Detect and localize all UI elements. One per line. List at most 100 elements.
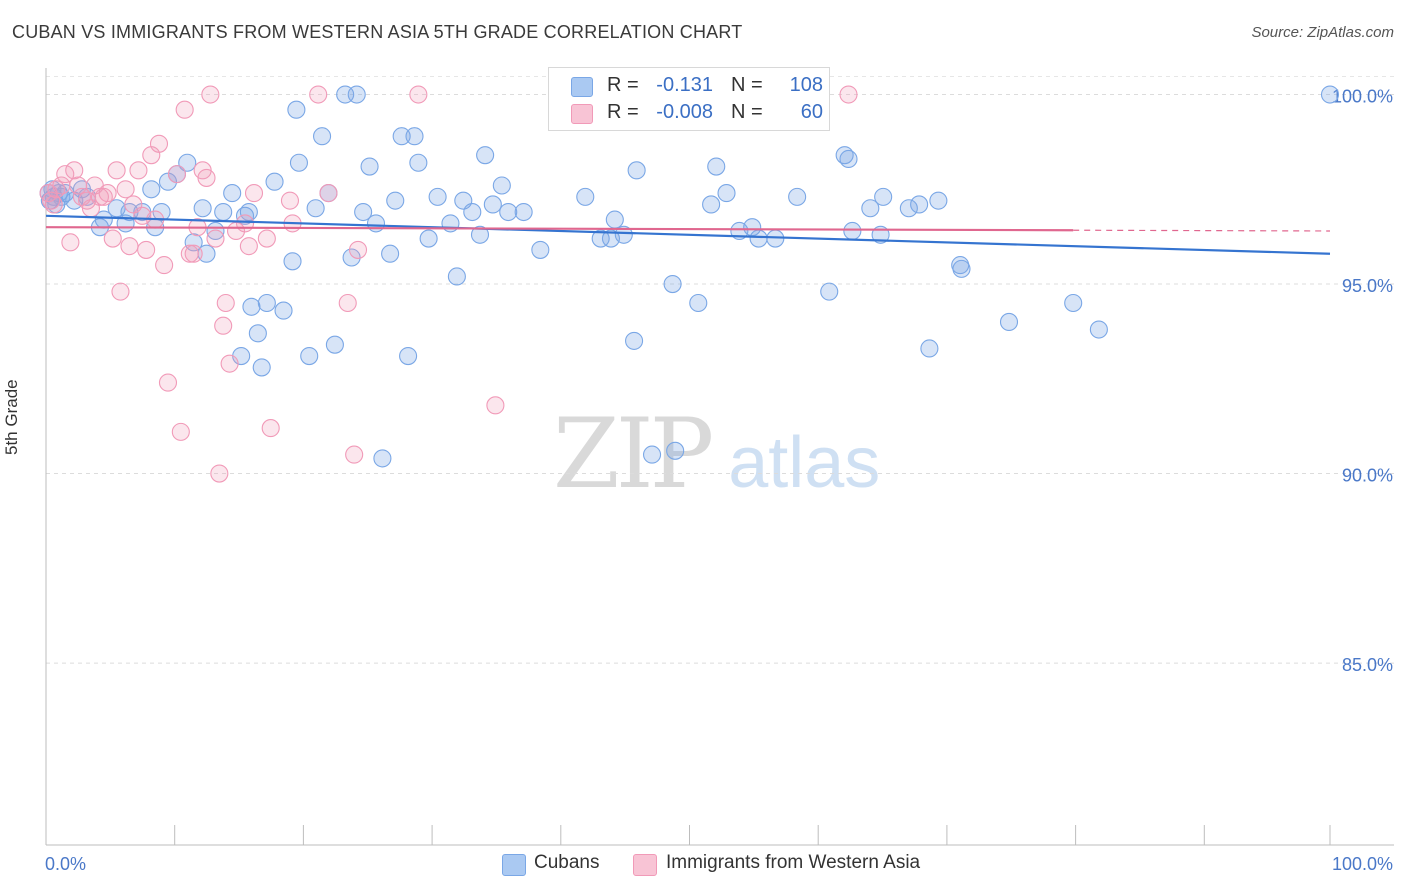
western-asia-point	[180, 244, 199, 263]
western-asia-point	[257, 229, 276, 248]
chart-title: CUBAN VS IMMIGRANTS FROM WESTERN ASIA 5T…	[12, 22, 743, 42]
cubans-point	[313, 127, 332, 146]
cubans-point	[483, 195, 502, 214]
cubans-point	[910, 195, 929, 214]
western-asia-point	[220, 354, 239, 373]
cubans-point	[492, 176, 511, 195]
cubans-point	[373, 449, 392, 468]
western-asia-point	[839, 85, 858, 104]
cubans-point	[702, 195, 721, 214]
western-asia-point	[486, 396, 505, 415]
western-asia-point	[261, 419, 280, 438]
western-asia-point	[155, 256, 174, 275]
cubans-point	[248, 324, 267, 343]
western-asia-point	[197, 168, 216, 187]
cubans-point	[861, 199, 880, 218]
western-asia-point	[239, 237, 258, 256]
cubans-point	[409, 153, 428, 172]
cubans-point	[242, 297, 261, 316]
western-asia-point	[44, 195, 63, 214]
cubans-point	[252, 358, 271, 377]
legend-label-western-asia: Immigrants from Western Asia	[666, 852, 921, 873]
cubans-point	[287, 100, 306, 119]
cubans-point	[899, 199, 918, 218]
n-value: 60	[800, 101, 823, 123]
legend-swatch-cubans	[502, 854, 526, 876]
cubans-point	[392, 127, 411, 146]
western-asia-point	[111, 282, 130, 301]
cubans-point	[283, 252, 302, 271]
cubans-point	[952, 259, 971, 278]
r-label: R =	[607, 74, 639, 96]
r-value: -0.008	[656, 101, 713, 123]
western-asia-point	[348, 240, 368, 259]
stats-legend: R = -0.131 N = 108 R = -0.008 N = 60	[548, 67, 830, 131]
cubans-point	[476, 146, 495, 165]
cubans-point	[514, 202, 533, 222]
source-label: Source: ZipAtlas.com	[1251, 24, 1394, 41]
cubans-point	[707, 157, 726, 176]
western-asia-point	[137, 240, 156, 259]
western-asia-point	[56, 165, 75, 184]
western-asia-point	[210, 464, 229, 483]
western-asia-point	[158, 373, 178, 392]
legend-swatch-western-asia	[633, 854, 657, 876]
western-asia-point	[409, 85, 428, 104]
cubans-point	[788, 187, 807, 206]
y-tick-label: 90.0%	[1342, 466, 1393, 486]
cubans-point	[663, 274, 682, 294]
cubans-point	[289, 153, 308, 172]
cubans-point	[274, 301, 293, 320]
cubans-point	[178, 153, 197, 172]
cubans-point	[325, 335, 344, 354]
y-tick-label: 85.0%	[1342, 655, 1393, 675]
cubans-swatch	[571, 77, 593, 97]
cubans-point	[625, 331, 644, 350]
cubans-point	[1089, 320, 1108, 339]
cubans-point	[614, 225, 633, 244]
western-asia-point	[65, 161, 84, 180]
cubans-point	[239, 202, 258, 222]
western-asia-point	[184, 244, 203, 263]
watermark-atlas: atlas	[728, 423, 881, 503]
western-asia-point	[103, 229, 122, 248]
cubans-point	[1320, 85, 1340, 104]
cubans-point	[399, 347, 418, 366]
western-asia-point	[120, 237, 139, 256]
cubans-point	[300, 347, 319, 366]
western-asia-point	[216, 293, 235, 313]
western-asia-point	[244, 184, 264, 203]
western-asia-point	[61, 233, 80, 252]
cubans-point	[1064, 293, 1083, 313]
watermark-zip: ZIP	[553, 398, 714, 510]
cubans-point	[642, 445, 662, 464]
cubans-point	[843, 221, 862, 241]
cubans-point	[354, 202, 373, 222]
n-value: 108	[789, 74, 823, 96]
western-asia-point	[129, 161, 148, 180]
cubans-trend-line	[45, 214, 1331, 255]
western-asia-point	[309, 85, 328, 104]
western-asia-trend-line	[45, 226, 1074, 232]
cubans-point	[193, 199, 212, 218]
cubans-point	[447, 267, 466, 286]
cubans-point	[428, 187, 447, 206]
n-label: N =	[731, 101, 763, 123]
cubans-point	[920, 339, 939, 358]
cubans-point	[463, 202, 482, 222]
stats-row-cubans: R = -0.131 N = 108	[571, 74, 823, 100]
western-asia-point	[214, 316, 233, 335]
cubans-point	[576, 187, 595, 206]
cubans-point	[142, 180, 161, 199]
cubans-point	[717, 184, 736, 203]
cubans-point	[342, 248, 361, 267]
cubans-point	[531, 240, 550, 259]
cubans-point	[749, 229, 768, 248]
western-asia-point	[98, 184, 117, 203]
western-asia-point	[171, 422, 190, 441]
cubans-point	[265, 172, 284, 191]
cubans-point	[347, 85, 366, 104]
cubans-point	[405, 127, 424, 146]
western-asia-point	[116, 180, 135, 199]
